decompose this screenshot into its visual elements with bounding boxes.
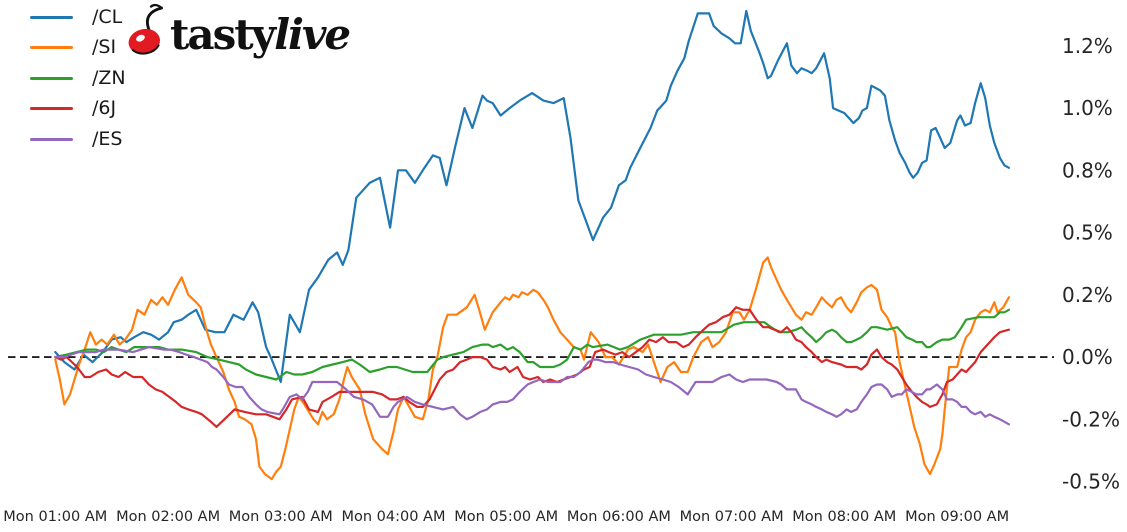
legend-label: /SI [92,36,117,59]
x-tick-label: Mon 04:00 AM [341,509,445,525]
chart-legend: /CL/SI/ZN/6J/ES [30,2,126,155]
legend-line-swatch [30,76,73,80]
x-tick-label: Mon 09:00 AM [905,509,1009,525]
legend-line-swatch [30,137,73,141]
legend-label: /ZN [92,66,126,89]
y-tick-label: -0.5% [1062,470,1120,494]
legend-label: /ES [92,127,123,150]
legend-item-cl: /CL [30,2,126,33]
y-tick-label: 0.8% [1062,158,1113,182]
legend-item-si: /SI [30,33,126,64]
y-tick-label: 0.5% [1062,221,1113,245]
brand-wordmark: tastylive [170,14,351,56]
series-line-si [54,256,1010,481]
series-line-6j [54,306,1010,428]
y-tick-label: 0.2% [1062,283,1113,307]
y-tick-label: 1.0% [1062,96,1113,120]
x-tick-label: Mon 08:00 AM [792,509,896,525]
legend-line-swatch [30,107,73,111]
y-tick-label: 1.2% [1062,34,1113,58]
legend-line-swatch [30,46,73,50]
y-tick-label: -0.2% [1062,407,1120,431]
series-line-es [54,346,1010,426]
y-tick-label: 0.0% [1062,345,1113,369]
legend-label: /CL [92,5,123,28]
legend-item-es: /ES [30,124,126,155]
x-tick-label: Mon 01:00 AM [3,509,107,525]
legend-line-swatch [30,15,73,19]
x-tick-label: Mon 02:00 AM [116,509,220,525]
x-tick-label: Mon 06:00 AM [567,509,671,525]
series-line-cl [54,9,1010,384]
series-line-zn [54,308,1010,381]
cherry-icon [128,3,163,55]
x-tick-label: Mon 03:00 AM [229,509,333,525]
x-tick-label: Mon 07:00 AM [680,509,784,525]
x-tick-label: Mon 05:00 AM [454,509,558,525]
legend-item-zn: /ZN [30,63,126,94]
legend-label: /6J [92,97,117,120]
legend-item-6j: /6J [30,94,126,125]
brand-text-regular: tasty [170,10,276,59]
brand-text-italic: live [274,10,351,59]
